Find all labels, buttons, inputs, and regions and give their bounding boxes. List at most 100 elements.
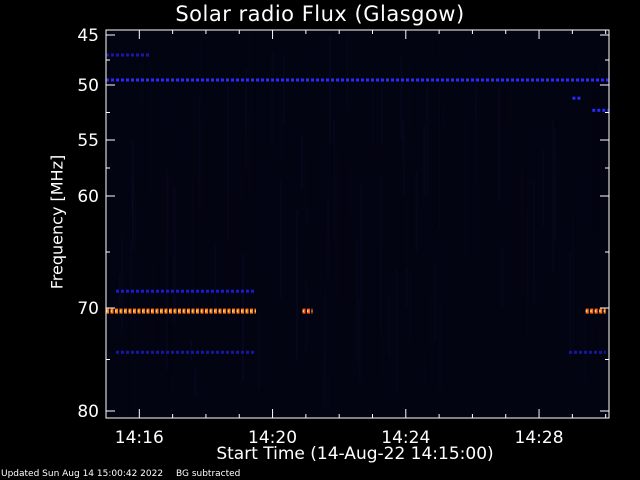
emission-pixel <box>181 78 184 82</box>
noise-streak <box>589 124 592 230</box>
emission-pixel <box>221 289 224 293</box>
noise-streak <box>583 146 586 167</box>
noise-streak <box>141 62 144 106</box>
emission-core <box>241 310 243 313</box>
noise-streak <box>464 117 467 260</box>
emission-pixel <box>361 78 364 82</box>
noise-streak <box>442 104 445 126</box>
emission-pixel <box>396 78 399 82</box>
emission-pixel <box>461 78 464 82</box>
emission-pixel <box>141 53 144 57</box>
noise-streak <box>199 39 202 103</box>
noise-streak <box>400 57 403 140</box>
noise-streak <box>501 248 504 308</box>
emission-band <box>569 350 606 354</box>
emission-band <box>106 78 609 82</box>
emission-pixel <box>346 78 349 82</box>
emission-pixel <box>456 78 459 82</box>
emission-pixel <box>591 78 594 82</box>
emission-pixel <box>231 78 234 82</box>
noise-streak <box>384 255 387 349</box>
noise-streak <box>466 104 469 215</box>
noise-streak <box>521 169 524 294</box>
emission-pixel <box>111 53 114 57</box>
noise-streak <box>424 292 427 369</box>
emission-pixel <box>276 78 279 82</box>
emission-pixel <box>216 289 219 293</box>
noise-streak <box>328 34 331 132</box>
emission-core <box>142 310 144 313</box>
noise-streak <box>254 33 257 194</box>
emission-pixel <box>577 96 581 100</box>
emission-pixel <box>121 350 124 354</box>
noise-streak <box>282 55 285 125</box>
emission-band <box>302 308 313 314</box>
emission-core <box>169 310 171 313</box>
emission-pixel <box>536 78 539 82</box>
emission-core <box>311 310 313 313</box>
noise-streak <box>376 143 378 203</box>
noise-streak <box>316 225 319 323</box>
emission-pixel <box>246 350 249 354</box>
y-tick-label: 60 <box>77 187 99 207</box>
noise-streak <box>445 290 447 352</box>
emission-pixel <box>579 350 582 354</box>
emission-pixel <box>571 78 574 82</box>
emission-core <box>119 310 121 313</box>
noise-streak <box>296 210 298 360</box>
noise-streak <box>586 171 589 237</box>
emission-pixel <box>597 108 601 112</box>
emission-pixel <box>516 78 519 82</box>
noise-streak <box>306 30 308 90</box>
noise-streak <box>528 124 531 279</box>
emission-pixel <box>211 78 214 82</box>
emission-pixel <box>401 78 404 82</box>
noise-streak <box>301 133 304 189</box>
y-tick-label: 50 <box>77 76 99 96</box>
noise-streak <box>238 278 241 332</box>
noise-streak <box>191 177 194 309</box>
noise-streak <box>173 186 176 309</box>
emission-pixel <box>106 78 109 82</box>
emission-pixel <box>161 78 164 82</box>
emission-pixel <box>241 350 244 354</box>
y-tick-label: 45 <box>77 26 99 46</box>
emission-core <box>160 310 162 313</box>
emission-core <box>227 310 229 313</box>
emission-pixel <box>251 350 254 354</box>
emission-pixel <box>584 350 587 354</box>
emission-pixel <box>311 78 314 82</box>
noise-streak <box>381 79 384 146</box>
emission-pixel <box>231 350 234 354</box>
noise-streak <box>106 167 109 256</box>
emission-core <box>590 310 592 313</box>
noise-streak <box>233 57 236 145</box>
emission-pixel <box>436 78 439 82</box>
noise-streak <box>434 265 437 340</box>
emission-core <box>307 310 309 313</box>
emission-pixel <box>141 289 144 293</box>
emission-pixel <box>561 78 564 82</box>
emission-pixel <box>146 289 149 293</box>
noise-streak <box>588 40 591 133</box>
noise-streak <box>144 50 147 194</box>
emission-pixel <box>281 78 284 82</box>
emission-pixel <box>391 78 394 82</box>
emission-core <box>594 310 597 313</box>
noise-streak <box>583 317 586 380</box>
noise-streak <box>214 244 217 320</box>
emission-pixel <box>191 289 194 293</box>
noise-streak <box>132 177 134 250</box>
emission-pixel <box>371 78 374 82</box>
emission-pixel <box>206 78 209 82</box>
noise-streak <box>279 180 282 300</box>
chart-title: Solar radio Flux (Glasgow) <box>175 2 465 26</box>
emission-pixel <box>191 350 194 354</box>
emission-pixel <box>151 350 154 354</box>
emission-core <box>232 310 234 313</box>
emission-pixel <box>106 53 109 57</box>
emission-band <box>106 53 149 57</box>
noise-streak <box>157 260 160 345</box>
emission-pixel <box>569 350 572 354</box>
emission-pixel <box>599 350 602 354</box>
